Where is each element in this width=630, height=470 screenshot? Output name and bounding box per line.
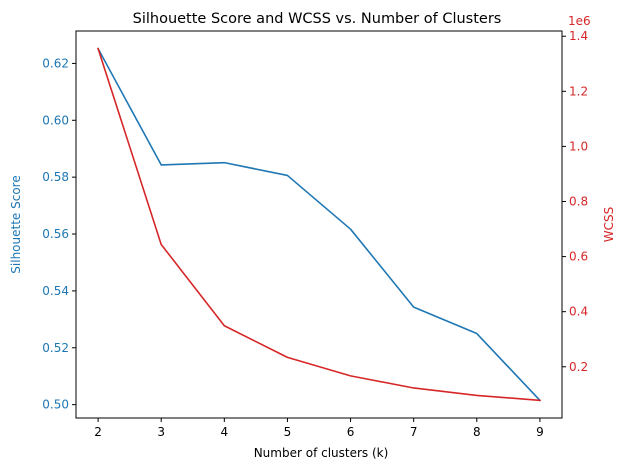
y-right-tick-label: 1.0	[569, 139, 588, 153]
y-right-tick-label: 1.2	[569, 84, 588, 98]
x-tick-label: 3	[157, 425, 165, 439]
y-left-tick-label: 0.62	[42, 56, 69, 70]
chart-title: Silhouette Score and WCSS vs. Number of …	[133, 11, 502, 27]
series-line-wcss	[97, 47, 541, 402]
x-tick-label: 2	[94, 425, 102, 439]
x-tick-label: 5	[284, 425, 292, 439]
x-tick-label: 8	[473, 425, 481, 439]
y-right-tick-label: 0.2	[569, 360, 588, 374]
x-tick-label: 4	[221, 425, 229, 439]
y-right-tick-label: 0.6	[569, 250, 588, 264]
plot-area	[97, 47, 542, 402]
x-axis-label: Number of clusters (k)	[254, 446, 389, 460]
y-left-tick-label: 0.60	[42, 113, 69, 127]
y-axis-right-label: WCSS	[602, 207, 616, 242]
x-tick-label: 9	[536, 425, 544, 439]
y-left-tick-label: 0.58	[42, 170, 69, 184]
y-axis-right: 0.2 0.4 0.6 0.8 1.0 1.2 1.4	[562, 29, 588, 374]
y-left-tick-label: 0.52	[42, 341, 69, 355]
y-axis-right-offset-text: 1e6	[568, 14, 591, 28]
y-left-tick-label: 0.50	[42, 398, 69, 412]
y-axis-left: 0.50 0.52 0.54 0.56 0.58 0.60 0.62	[42, 56, 76, 412]
y-left-tick-label: 0.56	[42, 227, 69, 241]
x-axis: 2 3 4 5 6 7 8 9	[94, 418, 544, 439]
y-axis-left-label: Silhouette Score	[9, 175, 23, 273]
plot-frame	[75, 30, 563, 419]
y-right-tick-label: 0.8	[569, 195, 588, 209]
series-line-silhouette	[97, 47, 542, 402]
y-right-tick-label: 0.4	[569, 305, 588, 319]
x-tick-label: 6	[347, 425, 355, 439]
y-left-tick-label: 0.54	[42, 284, 69, 298]
x-tick-label: 7	[410, 425, 418, 439]
y-right-tick-label: 1.4	[569, 29, 588, 43]
